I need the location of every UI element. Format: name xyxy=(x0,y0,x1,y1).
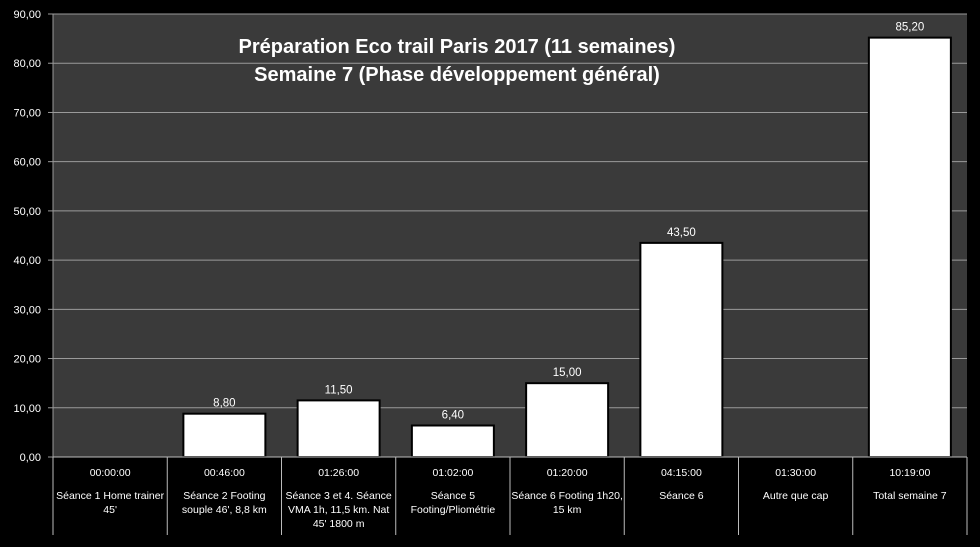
category-time: 10:19:00 xyxy=(889,467,930,479)
category-time: 01:02:00 xyxy=(432,467,473,479)
data-label: 8,80 xyxy=(213,398,235,410)
chart-title: Préparation Eco trail Paris 2017 (11 sem… xyxy=(239,36,676,58)
category-label: Séance 6 Footing 1h20, xyxy=(511,490,623,502)
category-time: 01:20:00 xyxy=(547,467,588,479)
bar xyxy=(410,424,495,458)
data-label: 43,50 xyxy=(667,227,696,239)
category-label: Footing/Pliométrie xyxy=(411,504,496,516)
y-tick-label: 70,00 xyxy=(13,107,41,119)
category-label: VMA 1h, 11,5 km. Nat xyxy=(288,504,389,516)
category-label: Total semaine 7 xyxy=(873,490,947,502)
category-label: Autre que cap xyxy=(763,490,829,502)
bars xyxy=(182,36,952,459)
category-label: Séance 6 xyxy=(659,490,704,502)
category-time: 01:26:00 xyxy=(318,467,359,479)
y-tick-label: 30,00 xyxy=(13,304,41,316)
bar xyxy=(296,399,381,458)
category-table: 00:00:00 Séance 1 Home trainer 45' 00:46:00… xyxy=(52,456,968,535)
data-label: 6,40 xyxy=(442,409,464,421)
data-labels: 8,80 11,50 6,40 15,00 43,50 85,20 xyxy=(213,22,924,422)
category-label: souple 46', 8,8 km xyxy=(182,504,267,516)
y-tick-label: 90,00 xyxy=(13,9,41,21)
bar xyxy=(867,36,952,458)
category-time: 00:46:00 xyxy=(204,467,245,479)
chart-subtitle: Semaine 7 (Phase développement général) xyxy=(254,64,660,86)
y-tick-label: 20,00 xyxy=(13,354,41,366)
y-tick-label: 80,00 xyxy=(13,58,41,70)
y-tick-label: 40,00 xyxy=(13,255,41,267)
y-tick-label: 10,00 xyxy=(13,403,41,415)
category-time: 04:15:00 xyxy=(661,467,702,479)
data-label: 11,50 xyxy=(325,384,353,396)
plot-area xyxy=(53,14,967,457)
category-label: 45' 1800 m xyxy=(313,518,365,530)
bar xyxy=(525,382,610,458)
category-label: Séance 2 Footing xyxy=(183,490,265,502)
category-label: 45' xyxy=(103,504,117,516)
bar xyxy=(182,412,267,459)
y-tick-label: 0,00 xyxy=(20,452,41,464)
category-label: Séance 1 Home trainer xyxy=(56,490,164,502)
category-label: 15 km xyxy=(553,504,582,516)
category-label: Séance 3 et 4. Séance xyxy=(286,490,392,502)
y-axis-ticks: 0,00 10,00 20,00 30,00 40,00 50,00 60,00 70,00 8… xyxy=(13,9,54,464)
category-label: Séance 5 xyxy=(431,490,476,502)
bar xyxy=(639,241,724,458)
y-tick-label: 50,00 xyxy=(13,206,41,218)
category-time: 00:00:00 xyxy=(90,467,131,479)
data-label: 85,20 xyxy=(895,22,924,34)
category-time: 01:30:00 xyxy=(775,467,816,479)
gridlines xyxy=(53,13,967,409)
y-tick-label: 60,00 xyxy=(13,157,41,169)
data-label: 15,00 xyxy=(553,367,582,379)
